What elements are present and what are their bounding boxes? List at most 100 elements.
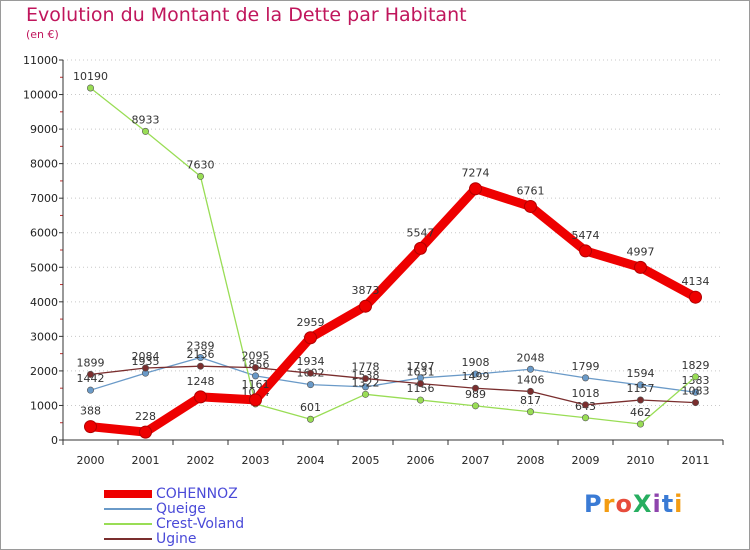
chart-title: Evolution du Montant de la Dette par Hab… <box>26 4 467 26</box>
y-tick-label: 1000 <box>30 399 58 412</box>
data-label: 1935 <box>132 355 160 368</box>
data-point <box>139 425 152 439</box>
y-tick-label: 6000 <box>30 227 58 240</box>
data-point <box>471 370 479 378</box>
data-point <box>691 373 699 381</box>
data-point <box>471 384 479 392</box>
data-point <box>252 372 260 380</box>
data-point <box>306 381 314 389</box>
data-label: 1797 <box>407 360 435 373</box>
legend-swatch <box>104 508 152 510</box>
data-label: 1083 <box>682 385 710 398</box>
data-point <box>471 402 479 410</box>
y-tick-label: 7000 <box>30 192 58 205</box>
data-label: 10190 <box>73 70 108 83</box>
data-point <box>252 364 260 372</box>
legend-label: Crest-Voland <box>156 516 245 532</box>
data-point <box>306 415 314 423</box>
y-tick-label: 11000 <box>23 54 58 67</box>
data-point <box>526 365 534 373</box>
legend-swatch <box>104 523 152 525</box>
data-label: 1156 <box>407 382 435 395</box>
data-point <box>691 399 699 407</box>
legend-item: Crest-Voland <box>104 516 245 532</box>
data-point <box>526 387 534 395</box>
data-label: 2048 <box>517 351 545 364</box>
data-point <box>581 414 589 422</box>
data-label: 1161 <box>242 378 270 391</box>
x-tick-label: 2011 <box>682 454 710 467</box>
data-label: 388 <box>80 405 101 418</box>
data-point <box>249 393 262 407</box>
data-label: 1406 <box>517 373 545 386</box>
data-point <box>634 260 647 274</box>
data-point <box>524 199 537 213</box>
data-label: 1631 <box>407 366 435 379</box>
x-tick-label: 2002 <box>187 454 215 467</box>
data-label: 1778 <box>352 361 380 374</box>
y-tick-label: 8000 <box>30 158 58 171</box>
data-point <box>691 388 699 396</box>
data-point <box>87 386 95 394</box>
data-point <box>84 420 97 434</box>
x-tick-label: 2001 <box>132 454 160 467</box>
x-tick-label: 2009 <box>572 454 600 467</box>
data-label: 1248 <box>187 375 215 388</box>
x-tick-label: 2000 <box>77 454 105 467</box>
data-label: 228 <box>135 410 156 423</box>
data-point <box>361 390 369 398</box>
data-point <box>689 290 702 304</box>
data-label: 5474 <box>572 229 600 242</box>
data-label: 2959 <box>297 316 325 329</box>
series-line-crest-voland <box>90 87 696 425</box>
y-tick-label: 2000 <box>30 365 58 378</box>
legend-item: COHENNOZ <box>104 486 238 502</box>
legend-label: Ugine <box>156 531 197 547</box>
data-point <box>581 374 589 382</box>
data-point <box>414 241 427 255</box>
data-point <box>142 127 150 135</box>
data-point <box>579 244 592 258</box>
data-label: 2084 <box>132 350 160 363</box>
data-point <box>636 420 644 428</box>
data-label: 6761 <box>517 184 545 197</box>
data-point <box>142 364 150 372</box>
data-label: 817 <box>520 394 541 407</box>
data-label: 7274 <box>462 167 490 180</box>
data-point <box>197 362 205 370</box>
data-point <box>194 390 207 404</box>
data-label: 2389 <box>187 339 215 352</box>
data-point <box>581 401 589 409</box>
data-label: 3873 <box>352 284 380 297</box>
data-label: 1442 <box>77 372 105 385</box>
data-label: 2095 <box>242 350 270 363</box>
data-point <box>636 396 644 404</box>
data-label: 1499 <box>462 370 490 383</box>
legend-swatch <box>104 538 152 540</box>
legend-item: Ugine <box>104 531 197 547</box>
data-point <box>636 381 644 389</box>
data-label: 5547 <box>407 226 435 239</box>
proxiti-logo: ProXiti <box>584 490 684 518</box>
data-point <box>361 383 369 391</box>
data-label: 1157 <box>627 382 655 395</box>
data-point <box>469 182 482 196</box>
x-tick-label: 2010 <box>627 454 655 467</box>
data-label: 989 <box>465 388 486 401</box>
x-tick-label: 2007 <box>462 454 490 467</box>
data-label: 1934 <box>297 355 325 368</box>
y-tick-label: 4000 <box>30 296 58 309</box>
data-point <box>359 299 372 313</box>
series-line-cohennoz <box>90 184 698 437</box>
series-line-ugine <box>90 365 696 406</box>
data-point <box>304 331 317 345</box>
data-label: 1594 <box>627 367 655 380</box>
legend-item: Queige <box>104 501 206 517</box>
legend-label: Queige <box>156 501 206 517</box>
legend-label: COHENNOZ <box>156 486 238 502</box>
data-label: 1799 <box>572 360 600 373</box>
data-point <box>87 370 95 378</box>
data-label: 1908 <box>462 356 490 369</box>
data-label: 1383 <box>682 374 710 387</box>
data-point <box>416 396 424 404</box>
